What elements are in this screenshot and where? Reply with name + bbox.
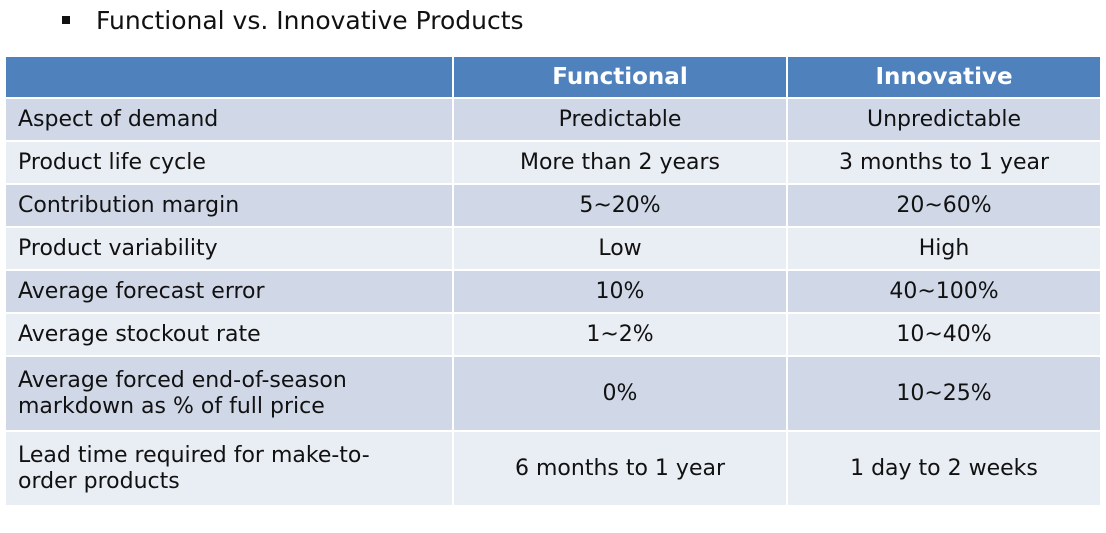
functional-value: 1~2%	[452, 312, 788, 357]
table-row: Product life cycle More than 2 years 3 m…	[4, 140, 1102, 185]
functional-value: 5~20%	[452, 183, 788, 228]
row-label: Average forecast error	[4, 269, 454, 314]
row-label: Contribution margin	[4, 183, 454, 228]
header-empty-cell	[4, 55, 454, 99]
innovative-value: 20~60%	[786, 183, 1102, 228]
row-label-line: order products	[18, 468, 180, 494]
innovative-value: Unpredictable	[786, 97, 1102, 142]
functional-value: More than 2 years	[452, 140, 788, 185]
innovative-value: High	[786, 226, 1102, 271]
header-functional: Functional	[452, 55, 788, 99]
innovative-value: 3 months to 1 year	[786, 140, 1102, 185]
innovative-value: 10~25%	[786, 355, 1102, 432]
table-row: Lead time required for make-to- order pr…	[4, 430, 1102, 507]
innovative-value: 1 day to 2 weeks	[786, 430, 1102, 507]
table-row: Aspect of demand Predictable Unpredictab…	[4, 97, 1102, 142]
row-label-line: Average forced end-of-season	[18, 368, 347, 394]
table-row: Average forecast error 10% 40~100%	[4, 269, 1102, 314]
table-row: Average stockout rate 1~2% 10~40%	[4, 312, 1102, 357]
row-label: Aspect of demand	[4, 97, 454, 142]
row-label: Product life cycle	[4, 140, 454, 185]
functional-value: 10%	[452, 269, 788, 314]
table-row: Average forced end-of-season markdown as…	[4, 355, 1102, 432]
slide-title-text: Functional vs. Innovative Products	[96, 5, 524, 35]
row-label: Average forced end-of-season markdown as…	[4, 355, 454, 432]
row-label: Product variability	[4, 226, 454, 271]
table-row: Product variability Low High	[4, 226, 1102, 271]
innovative-value: 40~100%	[786, 269, 1102, 314]
functional-value: 6 months to 1 year	[452, 430, 788, 507]
row-label-line: Lead time required for make-to-	[18, 443, 370, 469]
functional-value: Low	[452, 226, 788, 271]
table-header-row: Functional Innovative	[4, 55, 1102, 99]
row-label: Lead time required for make-to- order pr…	[4, 430, 454, 507]
functional-value: 0%	[452, 355, 788, 432]
row-label-line: markdown as % of full price	[18, 393, 325, 419]
slide-title: Functional vs. Innovative Products	[62, 4, 524, 36]
table-row: Contribution margin 5~20% 20~60%	[4, 183, 1102, 228]
functional-value: Predictable	[452, 97, 788, 142]
innovative-value: 10~40%	[786, 312, 1102, 357]
header-innovative: Innovative	[786, 55, 1102, 99]
comparison-table: Functional Innovative Aspect of demand P…	[4, 55, 1102, 507]
row-label: Average stockout rate	[4, 312, 454, 357]
bullet-icon	[62, 16, 70, 24]
